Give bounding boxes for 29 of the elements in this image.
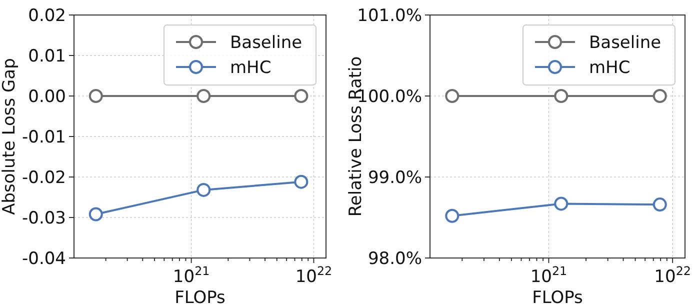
point (88, 89, 103, 103)
x-tick-label: 10$^{22}$ (654, 264, 691, 287)
point (652, 198, 667, 212)
x-axis-title: FLOPs (174, 288, 226, 307)
y-tick-label: -0.03 (22, 208, 66, 228)
point (294, 174, 308, 189)
y-tick-label: 0.01 (28, 46, 66, 66)
legend-label: Baseline (230, 32, 302, 53)
point (445, 208, 460, 223)
y-tick-label: 0.00 (28, 86, 66, 107)
y-tick-label: 99.0% (368, 168, 422, 188)
point (445, 89, 460, 103)
x-axis-title: FLOPs (532, 288, 584, 307)
x-tick-label: 10$^{21}$ (172, 264, 210, 287)
y-tick-label: 101.0% (357, 6, 422, 26)
point (88, 207, 103, 222)
legend-label: mHC (589, 58, 630, 78)
x-tick-label: 10$^{22}$ (295, 264, 332, 287)
x-tick-label: 10$^{21}$ (530, 264, 568, 287)
y-tick-label: 98.0% (368, 248, 422, 269)
y-axis-title: Absolute Loss Gap (0, 58, 20, 215)
y-tick-label: -0.01 (22, 127, 66, 148)
legend-label: Baseline (589, 32, 662, 53)
y-tick-label: 0.02 (28, 6, 66, 26)
y-tick-label: -0.02 (22, 168, 66, 188)
y-tick-label: -0.04 (22, 248, 66, 269)
point (652, 89, 667, 103)
legend-label: mHC (230, 58, 272, 78)
point (294, 89, 308, 103)
